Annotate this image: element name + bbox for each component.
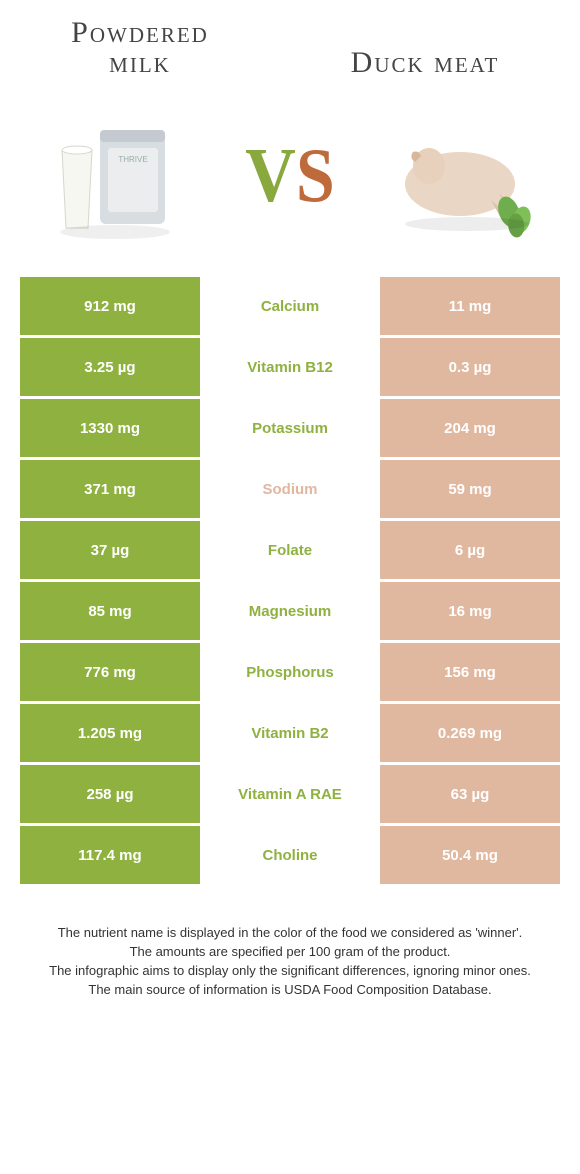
table-row: 258 µgVitamin A RAE63 µg: [20, 765, 560, 823]
nutrient-label: Magnesium: [200, 582, 380, 640]
table-row: 37 µgFolate6 µg: [20, 521, 560, 579]
right-value: 59 mg: [380, 460, 560, 518]
nutrient-label: Phosphorus: [200, 643, 380, 701]
table-row: 1.205 mgVitamin B20.269 mg: [20, 704, 560, 762]
right-value: 63 µg: [380, 765, 560, 823]
header: Powderedmilk Duck meat: [0, 0, 580, 86]
left-food-image: THRIVE: [30, 94, 195, 259]
footnote-line: The amounts are specified per 100 gram o…: [20, 943, 560, 962]
table-row: 1330 mgPotassium204 mg: [20, 399, 560, 457]
right-food-image: [385, 94, 550, 259]
vs-v: V: [245, 133, 296, 221]
vs-s: S: [296, 133, 335, 221]
left-value: 371 mg: [20, 460, 200, 518]
footnote-line: The infographic aims to display only the…: [20, 962, 560, 981]
left-value: 776 mg: [20, 643, 200, 701]
table-row: 85 mgMagnesium16 mg: [20, 582, 560, 640]
nutrient-label: Vitamin A RAE: [200, 765, 380, 823]
footnote-line: The main source of information is USDA F…: [20, 981, 560, 1000]
nutrient-label: Potassium: [200, 399, 380, 457]
left-value: 117.4 mg: [20, 826, 200, 884]
nutrient-label: Calcium: [200, 277, 380, 335]
right-value: 204 mg: [380, 399, 560, 457]
right-value: 0.269 mg: [380, 704, 560, 762]
nutrient-label: Vitamin B12: [200, 338, 380, 396]
right-value: 156 mg: [380, 643, 560, 701]
right-value: 0.3 µg: [380, 338, 560, 396]
nutrient-label: Sodium: [200, 460, 380, 518]
right-value: 6 µg: [380, 521, 560, 579]
images-row: THRIVE VS: [0, 86, 580, 277]
vs-label: VS: [245, 137, 335, 217]
left-value: 258 µg: [20, 765, 200, 823]
left-value: 1330 mg: [20, 399, 200, 457]
table-row: 776 mgPhosphorus156 mg: [20, 643, 560, 701]
title-left: Powderedmilk: [50, 18, 230, 78]
left-value: 3.25 µg: [20, 338, 200, 396]
right-value: 16 mg: [380, 582, 560, 640]
table-row: 117.4 mgCholine50.4 mg: [20, 826, 560, 884]
comparison-table: 912 mgCalcium11 mg3.25 µgVitamin B120.3 …: [20, 277, 560, 884]
right-value: 11 mg: [380, 277, 560, 335]
table-row: 371 mgSodium59 mg: [20, 460, 560, 518]
left-value: 912 mg: [20, 277, 200, 335]
left-value: 37 µg: [20, 521, 200, 579]
nutrient-label: Vitamin B2: [200, 704, 380, 762]
table-row: 912 mgCalcium11 mg: [20, 277, 560, 335]
svg-text:THRIVE: THRIVE: [118, 155, 147, 164]
left-value: 1.205 mg: [20, 704, 200, 762]
title-right: Duck meat: [320, 48, 530, 78]
left-value: 85 mg: [20, 582, 200, 640]
nutrient-label: Choline: [200, 826, 380, 884]
nutrient-label: Folate: [200, 521, 380, 579]
footnotes: The nutrient name is displayed in the co…: [20, 924, 560, 999]
table-row: 3.25 µgVitamin B120.3 µg: [20, 338, 560, 396]
right-value: 50.4 mg: [380, 826, 560, 884]
footnote-line: The nutrient name is displayed in the co…: [20, 924, 560, 943]
